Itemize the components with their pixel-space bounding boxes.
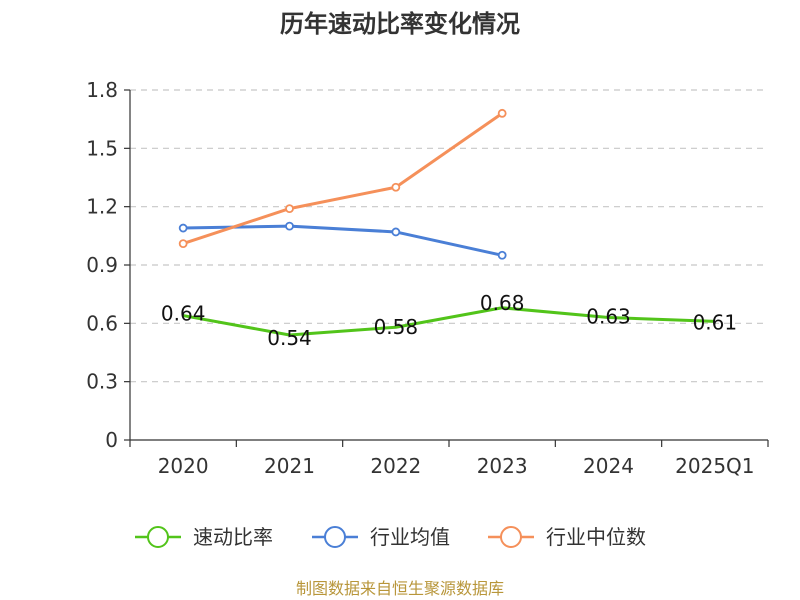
y-tick-label: 1.2 bbox=[86, 195, 118, 219]
series-point-1 bbox=[391, 227, 401, 237]
data-label: 0.68 bbox=[480, 291, 525, 315]
series-point-2 bbox=[391, 182, 401, 192]
series-line-0 bbox=[182, 306, 715, 337]
source-note: 制图数据来自恒生聚源数据库 bbox=[296, 579, 504, 598]
x-tick-label: 2020 bbox=[158, 454, 209, 478]
y-tick-label: 1.5 bbox=[86, 136, 118, 160]
legend-item-2[interactable]: 行业中位数 bbox=[488, 525, 646, 549]
series-point-2 bbox=[178, 239, 188, 249]
y-tick-label: 1.8 bbox=[86, 78, 118, 102]
legend-label: 行业均值 bbox=[370, 525, 450, 549]
series-line-1 bbox=[183, 224, 503, 257]
x-tick-label: 2025Q1 bbox=[675, 454, 754, 478]
series-point-1 bbox=[178, 223, 188, 233]
series-point-1 bbox=[497, 250, 507, 260]
data-labels: 0.64 0.54 0.58 0.68 0.63 0.61 bbox=[161, 291, 737, 350]
chart-title: 历年速动比率变化情况 bbox=[280, 10, 520, 38]
data-label: 0.54 bbox=[267, 326, 312, 350]
x-tick-label: 2022 bbox=[370, 454, 421, 478]
legend-item-0[interactable]: 速动比率 bbox=[135, 525, 273, 549]
grid bbox=[130, 89, 768, 383]
series-point-2 bbox=[285, 204, 294, 214]
legend-item-1[interactable]: 行业均值 bbox=[312, 525, 450, 549]
data-label: 0.58 bbox=[374, 315, 419, 339]
axes: 0 0.3 0.6 0.9 1.2 1.5 1.8 2020 2021 2022 2023 2024 2… bbox=[86, 78, 769, 478]
y-tick-label: 0.3 bbox=[86, 370, 118, 394]
legend-swatch-marker bbox=[500, 526, 522, 548]
x-tick-label: 2023 bbox=[477, 454, 528, 478]
legend-label: 速动比率 bbox=[193, 525, 273, 549]
legend-swatch-marker bbox=[324, 526, 346, 548]
series-point-1 bbox=[285, 221, 294, 231]
y-tick-label: 0.6 bbox=[86, 311, 118, 335]
x-tick-label: 2024 bbox=[583, 454, 634, 478]
data-label: 0.63 bbox=[586, 305, 631, 329]
y-tick-label: 0 bbox=[105, 428, 118, 452]
data-label: 0.61 bbox=[693, 310, 738, 334]
series-point-2 bbox=[497, 108, 507, 118]
series-group bbox=[178, 108, 715, 337]
legend-label: 行业中位数 bbox=[546, 525, 646, 549]
legend-swatch-marker bbox=[147, 526, 169, 548]
y-tick-label: 0.9 bbox=[86, 253, 118, 277]
legend[interactable]: 速动比率 行业均值 行业中位数 bbox=[135, 525, 646, 549]
data-label: 0.64 bbox=[161, 302, 206, 326]
x-tick-label: 2021 bbox=[264, 454, 315, 478]
series-line-2 bbox=[182, 112, 504, 246]
